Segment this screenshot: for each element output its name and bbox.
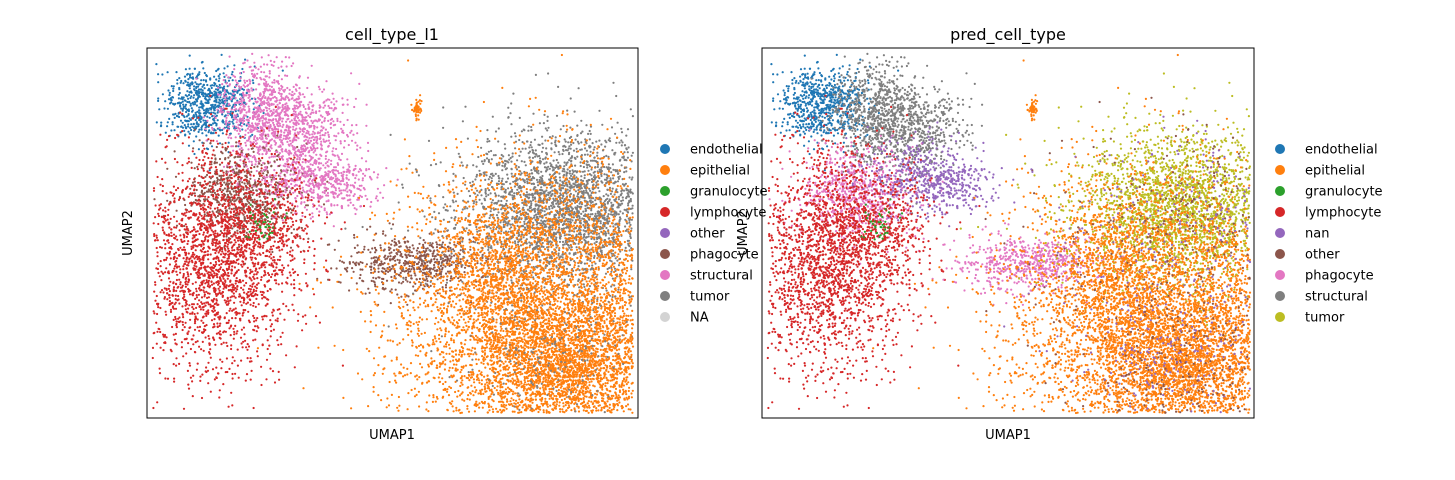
legend-item: structural xyxy=(660,269,753,284)
legend-marker xyxy=(1275,144,1285,154)
panel-title: pred_cell_type xyxy=(950,25,1066,45)
legend-marker xyxy=(660,207,670,217)
legend-item: endothelial xyxy=(660,143,763,158)
x-axis-label: UMAP1 xyxy=(369,428,415,443)
legend-item: structural xyxy=(1275,290,1368,305)
legend-item: tumor xyxy=(660,290,730,305)
legend-label: tumor xyxy=(1305,311,1345,326)
x-axis-label: UMAP1 xyxy=(985,428,1031,443)
legend-marker xyxy=(1275,165,1285,175)
legend-marker xyxy=(660,249,670,259)
legend-marker xyxy=(660,291,670,301)
legend-label: lymphocyte xyxy=(1305,206,1381,221)
legend-item: phagocyte xyxy=(660,248,759,263)
legend-item: other xyxy=(660,227,725,242)
axes-frame xyxy=(761,47,1255,419)
y-axis-label: UMAP2 xyxy=(121,210,136,256)
legend: endothelial epithelial granulocyte lymphocy… xyxy=(1275,143,1383,326)
legend-label: other xyxy=(690,227,725,242)
legend-label: structural xyxy=(1305,290,1368,305)
panel-title: cell_type_l1 xyxy=(345,25,439,45)
legend-item: other xyxy=(1275,248,1340,263)
scatter-points xyxy=(766,52,1252,415)
legend-marker xyxy=(1275,228,1285,238)
legend-marker xyxy=(1275,186,1285,196)
legend-item: epithelial xyxy=(660,164,750,179)
legend-item: epithelial xyxy=(1275,164,1365,179)
legend-label: nan xyxy=(1305,227,1329,242)
legend-label: tumor xyxy=(690,290,730,305)
legend-label: other xyxy=(1305,248,1340,263)
legend-item: nan xyxy=(1275,227,1329,242)
legend-label: epithelial xyxy=(690,164,750,179)
legend-label: NA xyxy=(690,311,709,326)
panel-cell-type-l1: cell_type_l1 UMAP1 UMAP2 endothelial epit… xyxy=(121,25,768,443)
y-axis-label: UMAP2 xyxy=(736,210,751,256)
legend-marker xyxy=(660,144,670,154)
legend-marker xyxy=(1275,270,1285,280)
legend-item: tumor xyxy=(1275,311,1345,326)
axes-frame xyxy=(146,47,639,419)
legend-marker xyxy=(1275,207,1285,217)
legend-label: endothelial xyxy=(1305,143,1378,158)
legend-label: phagocyte xyxy=(1305,269,1374,284)
legend-marker xyxy=(660,186,670,196)
legend-item: lymphocyte xyxy=(660,206,766,221)
legend-marker xyxy=(1275,312,1285,322)
legend-marker xyxy=(1275,249,1285,259)
legend-item: endothelial xyxy=(1275,143,1378,158)
legend-label: lymphocyte xyxy=(690,206,766,221)
legend-item: lymphocyte xyxy=(1275,206,1381,221)
legend-label: granulocyte xyxy=(690,185,768,200)
legend-marker xyxy=(1275,291,1285,301)
scatter-points xyxy=(151,52,635,415)
legend-item: granulocyte xyxy=(660,185,768,200)
legend-marker xyxy=(660,312,670,322)
legend-label: epithelial xyxy=(1305,164,1365,179)
legend-label: phagocyte xyxy=(690,248,759,263)
panel-pred-cell-type: pred_cell_type UMAP1 UMAP2 endothelial ep… xyxy=(736,25,1383,443)
legend-item: granulocyte xyxy=(1275,185,1383,200)
legend-label: endothelial xyxy=(690,143,763,158)
legend-label: granulocyte xyxy=(1305,185,1383,200)
legend-marker xyxy=(660,165,670,175)
legend: endothelial epithelial granulocyte lymphocy… xyxy=(660,143,768,326)
legend-item: phagocyte xyxy=(1275,269,1374,284)
legend-marker xyxy=(660,228,670,238)
legend-label: structural xyxy=(690,269,753,284)
legend-marker xyxy=(660,270,670,280)
legend-item: NA xyxy=(660,311,709,326)
